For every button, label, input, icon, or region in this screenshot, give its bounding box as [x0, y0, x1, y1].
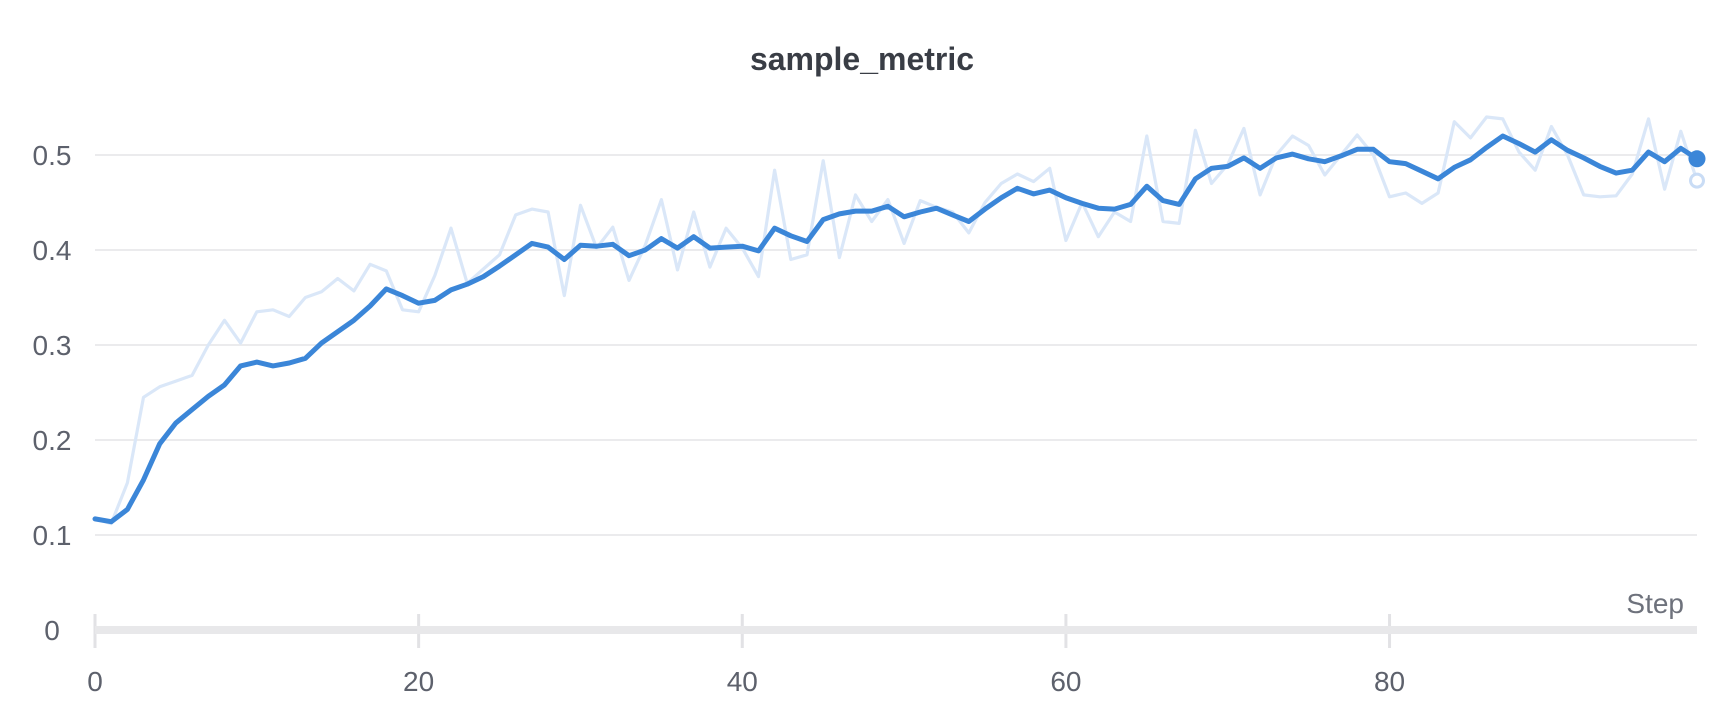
y-tick-label: 0.5 — [33, 140, 72, 171]
x-tick-label: 40 — [727, 666, 758, 697]
y-tick-label: 0 — [44, 615, 60, 646]
y-tick-label: 0.3 — [33, 330, 72, 361]
unsmoothed-series-line — [93, 115, 1699, 526]
raw-endpoint-dot — [1689, 172, 1705, 189]
smoothed-series-line — [92, 133, 1700, 525]
y-tick-label: 0.4 — [33, 235, 72, 266]
tick-labels-group: 0 0.1 0.2 0.3 0.4 0.5 0 20 40 60 80 — [33, 140, 1406, 697]
smoothed-endpoint-dot — [1688, 150, 1706, 168]
endpoint-markers-group — [1688, 150, 1706, 189]
gridlines-group — [95, 154, 1697, 536]
x-tick-label: 20 — [403, 666, 434, 697]
x-axis-baseline — [95, 626, 1697, 634]
x-tick-label: 80 — [1374, 666, 1405, 697]
x-axis-group — [93, 614, 1697, 648]
chart-title: sample_metric — [750, 41, 974, 77]
x-axis-label: Step — [1626, 588, 1684, 619]
x-tick-label: 60 — [1050, 666, 1081, 697]
raw-series-group — [93, 115, 1699, 526]
plot-area[interactable] — [95, 90, 1697, 630]
smoothed-series-group — [92, 133, 1700, 525]
y-tick-label: 0.2 — [33, 425, 72, 456]
x-tick-label: 0 — [87, 666, 103, 697]
y-tick-label: 0.1 — [33, 520, 72, 551]
